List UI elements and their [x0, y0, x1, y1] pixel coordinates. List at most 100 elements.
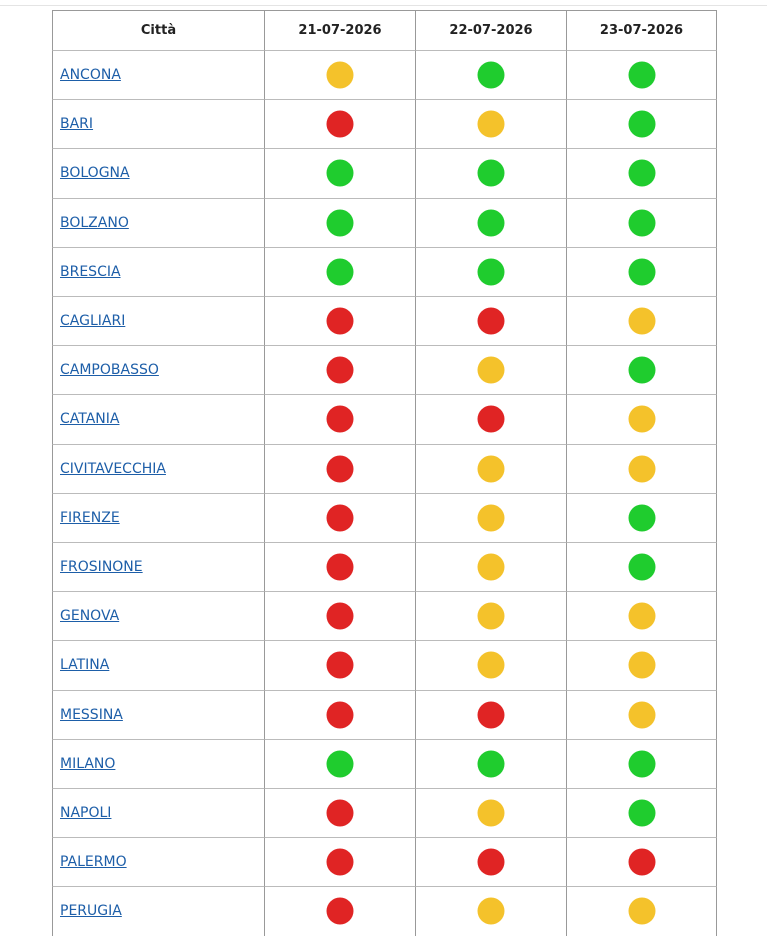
city-link[interactable]: LATINA: [60, 657, 110, 674]
status-cell: [264, 443, 415, 493]
city-link[interactable]: MILANO: [60, 755, 116, 772]
status-cell: [415, 689, 566, 739]
status-table: Città 21-07-2026 22-07-2026 23-07-2026 ANCON…: [52, 10, 717, 936]
city-cell: CAMPOBASSO: [52, 345, 264, 395]
city-link[interactable]: PERUGIA: [60, 903, 122, 920]
status-dot: [477, 553, 505, 581]
status-cell: [566, 788, 717, 838]
status-dot: [477, 799, 505, 827]
status-cell: [415, 345, 566, 395]
status-dot: [477, 602, 505, 630]
status-dot: [628, 750, 655, 778]
status-cell: [264, 492, 415, 542]
status-dot: [477, 848, 505, 876]
city-link[interactable]: BRESCIA: [60, 263, 121, 280]
status-cell: [566, 591, 717, 641]
status-cell: [415, 837, 566, 887]
status-dot: [477, 405, 505, 433]
status-dot: [628, 651, 655, 679]
status-dot: [326, 455, 354, 483]
city-cell: BOLZANO: [52, 197, 264, 247]
status-cell: [566, 886, 717, 936]
city-link[interactable]: BARI: [60, 116, 94, 133]
city-link[interactable]: ANCONA: [60, 67, 121, 84]
status-cell: [566, 837, 717, 887]
city-cell: CAGLIARI: [52, 296, 264, 346]
city-link[interactable]: FROSINONE: [60, 559, 143, 576]
status-cell: [415, 148, 566, 198]
status-cell: [566, 640, 717, 690]
status-dot: [326, 799, 354, 827]
city-link[interactable]: NAPOLI: [60, 805, 112, 822]
status-dot: [477, 504, 505, 532]
city-link[interactable]: CAMPOBASSO: [60, 362, 159, 379]
status-dot: [628, 897, 655, 925]
status-dot: [477, 209, 505, 237]
status-dot: [326, 258, 354, 286]
status-cell: [264, 197, 415, 247]
status-dot: [477, 455, 505, 483]
header-cell: 22-07-2026: [415, 10, 566, 50]
status-dot: [326, 602, 354, 630]
status-cell: [415, 738, 566, 788]
status-cell: [566, 345, 717, 395]
header-cell: 23-07-2026: [566, 10, 717, 50]
status-dot: [477, 356, 505, 384]
city-link[interactable]: BOLZANO: [60, 214, 129, 231]
status-cell: [566, 443, 717, 493]
status-cell: [566, 296, 717, 346]
city-link[interactable]: CIVITAVECCHIA: [60, 460, 166, 477]
status-cell: [264, 148, 415, 198]
status-cell: [415, 443, 566, 493]
city-link[interactable]: PALERMO: [60, 854, 127, 871]
status-cell: [566, 99, 717, 149]
status-dot: [326, 405, 354, 433]
city-link[interactable]: BOLOGNA: [60, 165, 130, 182]
status-cell: [415, 99, 566, 149]
status-dot: [326, 651, 354, 679]
status-dot: [477, 110, 505, 138]
status-cell: [566, 148, 717, 198]
status-dot: [628, 799, 655, 827]
status-dot: [628, 258, 655, 286]
city-link[interactable]: GENOVA: [60, 608, 120, 625]
city-cell: MILANO: [52, 738, 264, 788]
status-cell: [566, 246, 717, 296]
status-cell: [264, 99, 415, 149]
status-dot: [628, 405, 655, 433]
status-dot: [326, 848, 354, 876]
status-cell: [264, 738, 415, 788]
status-dot: [628, 307, 655, 335]
status-cell: [264, 640, 415, 690]
status-cell: [415, 788, 566, 838]
status-cell: [415, 640, 566, 690]
status-cell: [415, 197, 566, 247]
status-dot: [326, 897, 354, 925]
status-cell: [415, 591, 566, 641]
status-cell: [264, 788, 415, 838]
status-cell: [264, 837, 415, 887]
city-link[interactable]: MESSINA: [60, 706, 123, 723]
status-dot: [628, 848, 655, 876]
status-cell: [566, 50, 717, 100]
status-cell: [566, 492, 717, 542]
city-link[interactable]: CAGLIARI: [60, 313, 126, 330]
status-cell: [415, 492, 566, 542]
status-cell: [264, 591, 415, 641]
city-link[interactable]: FIRENZE: [60, 509, 120, 526]
status-dot: [326, 701, 354, 729]
status-dot: [326, 61, 354, 89]
city-link[interactable]: CATANIA: [60, 411, 120, 428]
status-dot: [477, 61, 505, 89]
status-cell: [264, 689, 415, 739]
status-dot: [628, 61, 655, 89]
header-cell: Città: [52, 10, 264, 50]
status-dot: [628, 110, 655, 138]
city-cell: BRESCIA: [52, 246, 264, 296]
status-dot: [326, 110, 354, 138]
status-dot: [628, 209, 655, 237]
status-dot: [628, 701, 655, 729]
status-cell: [415, 542, 566, 592]
status-dot: [326, 209, 354, 237]
